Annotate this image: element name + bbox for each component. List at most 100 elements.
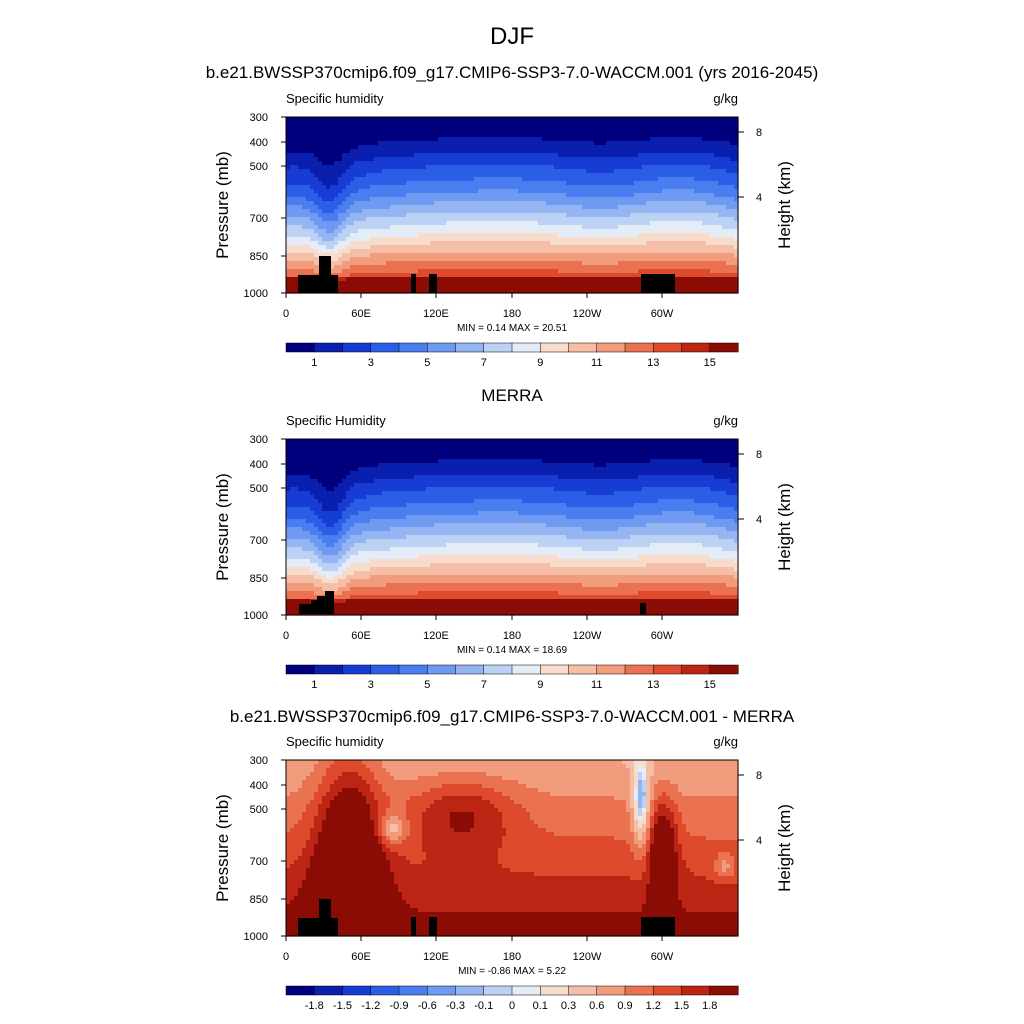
contour-cell bbox=[706, 201, 711, 206]
contour-cell bbox=[714, 133, 719, 138]
contour-cell bbox=[698, 181, 703, 186]
contour-cell bbox=[582, 177, 587, 182]
contour-cell bbox=[682, 149, 687, 154]
contour-cell bbox=[566, 277, 571, 282]
contour-cell bbox=[622, 205, 627, 210]
contour-cell bbox=[670, 173, 675, 178]
contour-cell bbox=[514, 289, 519, 294]
contour-cell bbox=[658, 221, 663, 226]
contour-cell bbox=[510, 189, 515, 194]
contour-cell bbox=[654, 181, 659, 186]
contour-cell bbox=[574, 265, 579, 270]
contour-cell bbox=[626, 289, 631, 294]
contour-cell bbox=[682, 237, 687, 242]
contour-cell bbox=[646, 153, 651, 158]
contour-cell bbox=[570, 201, 575, 206]
contour-cell bbox=[562, 277, 567, 282]
contour-cell bbox=[730, 137, 735, 142]
contour-cell bbox=[458, 233, 463, 238]
contour-cell bbox=[302, 253, 307, 258]
contour-cell bbox=[366, 265, 371, 270]
contour-cell bbox=[318, 137, 323, 142]
contour-cell bbox=[626, 277, 631, 282]
contour-cell bbox=[662, 161, 667, 166]
contour-cell bbox=[682, 289, 687, 294]
contour-cell bbox=[682, 117, 687, 122]
contour-cell bbox=[430, 173, 435, 178]
contour-cell bbox=[610, 137, 615, 142]
contour-cell bbox=[474, 281, 479, 286]
contour-cell bbox=[290, 225, 295, 230]
contour-cell bbox=[290, 133, 295, 138]
contour-cell bbox=[446, 161, 451, 166]
contour-cell bbox=[438, 133, 443, 138]
contour-cell bbox=[286, 133, 291, 138]
contour-cell bbox=[730, 125, 735, 130]
contour-cell bbox=[554, 201, 559, 206]
contour-cell bbox=[374, 117, 379, 122]
contour-cell bbox=[666, 245, 671, 250]
contour-cell bbox=[394, 117, 399, 122]
contour-cell bbox=[542, 257, 547, 262]
contour-cell bbox=[410, 181, 415, 186]
contour-cell bbox=[362, 133, 367, 138]
contour-cell bbox=[370, 169, 375, 174]
contour-cell bbox=[334, 137, 339, 142]
contour-cell bbox=[394, 217, 399, 222]
contour-cell bbox=[478, 225, 483, 230]
contour-cell bbox=[566, 169, 571, 174]
contour-cell bbox=[722, 285, 727, 290]
contour-cell bbox=[590, 181, 595, 186]
contour-cell bbox=[338, 209, 343, 214]
contour-cell bbox=[358, 233, 363, 238]
contour-cell bbox=[618, 249, 623, 254]
contour-cell bbox=[726, 257, 731, 262]
contour-cell bbox=[502, 213, 507, 218]
contour-cell bbox=[302, 117, 307, 122]
contour-cell bbox=[702, 233, 707, 238]
contour-cell bbox=[454, 169, 459, 174]
contour-cell bbox=[526, 169, 531, 174]
contour-cell bbox=[610, 233, 615, 238]
contour-cell bbox=[634, 173, 639, 178]
contour-cell bbox=[294, 149, 299, 154]
contour-cell bbox=[386, 289, 391, 294]
contour-cell bbox=[354, 281, 359, 286]
contour-cell bbox=[594, 245, 599, 250]
contour-cell bbox=[446, 121, 451, 126]
contour-cell bbox=[466, 285, 471, 290]
contour-cell bbox=[674, 141, 679, 146]
contour-cell bbox=[338, 281, 343, 286]
contour-cell bbox=[502, 285, 507, 290]
contour-cell bbox=[286, 173, 291, 178]
contour-cell bbox=[490, 205, 495, 210]
contour-cell bbox=[638, 193, 643, 198]
contour-cell bbox=[298, 121, 303, 126]
contour-cell bbox=[586, 225, 591, 230]
contour-cell bbox=[290, 197, 295, 202]
contour-cell bbox=[342, 201, 347, 206]
contour-cell bbox=[330, 189, 335, 194]
contour-cell bbox=[634, 277, 639, 282]
contour-cell bbox=[522, 253, 527, 258]
contour-cell bbox=[706, 241, 711, 246]
contour-cell bbox=[562, 185, 567, 190]
contour-cell bbox=[410, 189, 415, 194]
contour-cell bbox=[518, 217, 523, 222]
contour-cell bbox=[726, 209, 731, 214]
contour-cell bbox=[462, 173, 467, 178]
contour-cell bbox=[574, 233, 579, 238]
contour-cell bbox=[458, 253, 463, 258]
contour-cell bbox=[398, 181, 403, 186]
contour-cell bbox=[662, 261, 667, 266]
contour-cell bbox=[342, 145, 347, 150]
contour-cell bbox=[510, 265, 515, 270]
contour-cell bbox=[342, 245, 347, 250]
contour-cell bbox=[554, 181, 559, 186]
contour-cell bbox=[678, 177, 683, 182]
contour-cell bbox=[386, 285, 391, 290]
contour-cell bbox=[290, 253, 295, 258]
contour-cell bbox=[494, 277, 499, 282]
contour-cell bbox=[386, 141, 391, 146]
contour-cell bbox=[526, 125, 531, 130]
